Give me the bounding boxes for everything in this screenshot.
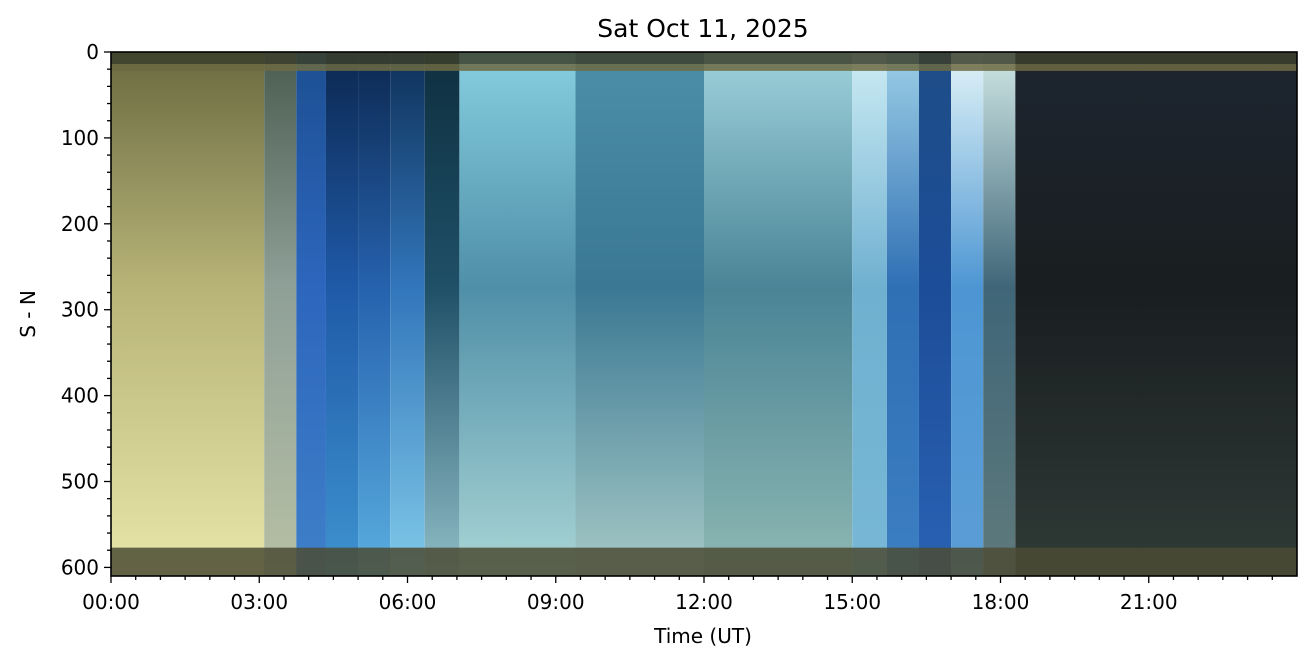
y-tick-label: 0 xyxy=(86,40,99,64)
x-axis-label: Time (UT) xyxy=(653,624,752,648)
keogram-segment xyxy=(424,52,460,576)
keogram-segment xyxy=(983,52,1016,576)
x-tick-label: 18:00 xyxy=(972,590,1030,614)
y-tick-label: 400 xyxy=(61,384,99,408)
x-tick-label: 06:00 xyxy=(379,590,437,614)
keogram-segment xyxy=(575,52,704,576)
y-tick-label: 600 xyxy=(61,555,99,579)
y-tick-label: 500 xyxy=(61,470,99,494)
keogram-segment xyxy=(886,52,919,576)
keogram-segment xyxy=(852,52,887,576)
keogram-segment xyxy=(459,52,576,576)
x-tick-label: 09:00 xyxy=(527,590,585,614)
plot-area xyxy=(111,52,1297,576)
keogram-segment xyxy=(111,52,265,576)
y-tick-label: 200 xyxy=(61,212,99,236)
x-tick-label: 03:00 xyxy=(230,590,288,614)
keogram-segment xyxy=(264,52,297,576)
x-tick-label: 21:00 xyxy=(1120,590,1178,614)
keogram-segment xyxy=(390,52,425,576)
keogram-segment xyxy=(704,52,853,576)
x-tick-label: 00:00 xyxy=(82,590,140,614)
y-tick-label: 300 xyxy=(61,298,99,322)
x-axis: 00:00 03:00 06:00 09:00 12:00 15:00 18:00 21:00 xyxy=(82,576,1273,614)
keogram-segment xyxy=(1015,52,1297,576)
keogram-segment xyxy=(358,52,391,576)
keogram-segment xyxy=(325,52,359,576)
chart-title: Sat Oct 11, 2025 xyxy=(597,14,808,43)
keogram-segment xyxy=(918,52,952,576)
y-axis: 0 100 200 300 400 500 600 xyxy=(61,40,111,579)
x-tick-label: 15:00 xyxy=(823,590,881,614)
y-axis-label: S - N xyxy=(16,290,40,338)
keogram-segment xyxy=(951,52,984,576)
horizon-band xyxy=(111,547,1297,576)
y-tick-label: 100 xyxy=(61,126,99,150)
horizon-band xyxy=(111,52,1297,65)
x-tick-label: 12:00 xyxy=(675,590,733,614)
horizon-band xyxy=(111,64,1297,71)
keogram-segment xyxy=(296,52,326,576)
